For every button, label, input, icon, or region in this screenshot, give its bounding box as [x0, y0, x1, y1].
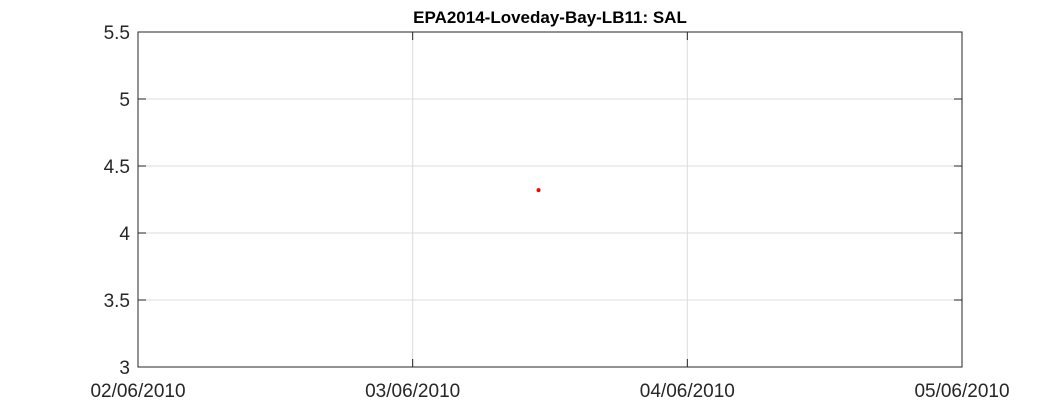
- plot-background: [138, 32, 962, 367]
- y-tick-label: 4: [119, 224, 130, 245]
- data-points: [536, 188, 541, 193]
- y-axis-tick-labels: 3 3.5 4 4.5 5 5.5: [104, 23, 131, 379]
- x-tick-label: 04/06/2010: [640, 381, 735, 402]
- y-tick-label: 3.5: [104, 291, 130, 312]
- data-point: [536, 188, 541, 193]
- x-tick-label: 03/06/2010: [365, 381, 460, 402]
- y-tick-label: 5: [119, 90, 130, 111]
- plot-frame: [137, 31, 963, 368]
- y-tick-label: 5.5: [104, 23, 130, 44]
- y-tick-label: 4.5: [104, 157, 130, 178]
- x-tick-label: 05/06/2010: [914, 381, 1009, 402]
- x-axis-tick-labels: 02/06/2010 03/06/2010 04/06/2010 05/06/2010: [90, 381, 1009, 402]
- y-tick-label: 3: [119, 358, 130, 379]
- chart-title: EPA2014-Loveday-Bay-LB11: SAL: [413, 8, 687, 27]
- axis-ticks: [137, 31, 963, 368]
- x-tick-label: 02/06/2010: [90, 381, 185, 402]
